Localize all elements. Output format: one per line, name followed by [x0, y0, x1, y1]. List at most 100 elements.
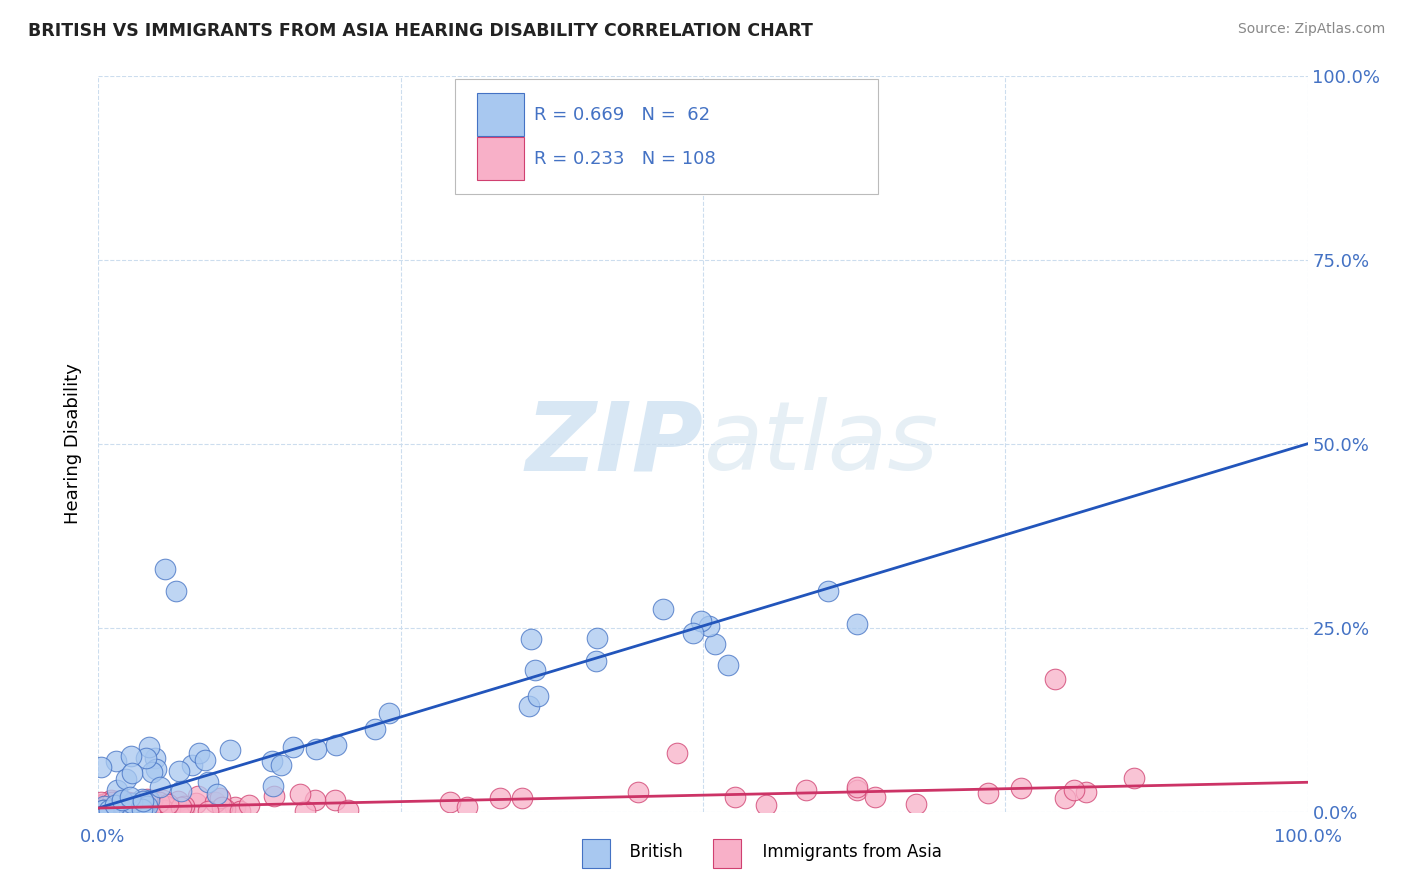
Point: [117, 804, 139, 818]
Point: [114, 772, 136, 787]
Point: [124, 796, 146, 810]
Point: [205, 787, 228, 801]
Text: R = 0.669   N =  62: R = 0.669 N = 62: [534, 106, 710, 124]
Point: [114, 796, 136, 810]
Point: [526, 689, 548, 703]
Point: [110, 804, 132, 818]
Point: [904, 797, 927, 811]
Point: [104, 797, 127, 811]
Text: Source: ZipAtlas.com: Source: ZipAtlas.com: [1237, 22, 1385, 37]
Text: R = 0.233   N = 108: R = 0.233 N = 108: [534, 150, 716, 168]
Point: [97, 804, 120, 818]
Point: [90, 804, 112, 818]
Point: [337, 803, 360, 817]
Point: [145, 762, 167, 776]
Point: [519, 632, 541, 647]
FancyBboxPatch shape: [456, 79, 879, 194]
Point: [229, 804, 252, 818]
Point: [131, 804, 153, 818]
Point: [97, 804, 120, 818]
Point: [131, 798, 153, 813]
Point: [863, 790, 886, 805]
Point: [846, 782, 869, 797]
Point: [107, 783, 129, 797]
Point: [170, 784, 193, 798]
Point: [197, 774, 219, 789]
Point: [262, 754, 284, 768]
Point: [817, 583, 839, 598]
Point: [132, 794, 155, 808]
Point: [90, 803, 112, 817]
Point: [131, 802, 153, 816]
Point: [270, 758, 292, 772]
Point: [846, 616, 869, 631]
Point: [93, 803, 115, 817]
Point: [305, 742, 328, 756]
Point: [121, 748, 143, 763]
Point: [238, 797, 260, 812]
Point: [131, 804, 153, 818]
Point: [114, 804, 136, 818]
FancyBboxPatch shape: [477, 93, 524, 136]
Point: [794, 783, 817, 797]
Text: BRITISH VS IMMIGRANTS FROM ASIA HEARING DISABILITY CORRELATION CHART: BRITISH VS IMMIGRANTS FROM ASIA HEARING …: [28, 22, 813, 40]
Point: [153, 562, 176, 576]
Point: [103, 802, 125, 816]
Point: [148, 795, 170, 809]
Point: [103, 804, 125, 818]
Point: [134, 751, 156, 765]
Point: [117, 795, 139, 809]
Point: [1063, 783, 1085, 797]
Text: atlas: atlas: [703, 397, 938, 491]
Point: [122, 803, 145, 817]
Point: [208, 791, 231, 805]
Text: ZIP: ZIP: [524, 397, 703, 491]
Point: [152, 793, 174, 807]
Point: [129, 803, 152, 817]
Point: [94, 798, 117, 813]
Point: [173, 799, 195, 814]
Point: [93, 801, 115, 815]
Point: [262, 779, 284, 793]
Point: [104, 797, 127, 812]
Y-axis label: Hearing Disability: Hearing Disability: [65, 363, 83, 524]
Point: [93, 799, 115, 814]
Point: [1074, 785, 1097, 799]
Point: [156, 797, 179, 811]
Point: [524, 663, 547, 677]
Point: [139, 804, 162, 818]
Point: [124, 797, 146, 812]
Point: [364, 723, 387, 737]
Point: [689, 614, 711, 628]
Point: [697, 619, 720, 633]
Point: [90, 804, 112, 818]
Point: [173, 803, 195, 817]
Point: [108, 799, 131, 814]
Point: [110, 794, 132, 808]
Point: [1010, 781, 1032, 796]
Point: [108, 801, 131, 815]
Point: [134, 803, 156, 817]
Point: [90, 759, 112, 773]
Point: [105, 794, 128, 808]
Point: [219, 743, 242, 757]
Point: [167, 794, 190, 808]
Point: [149, 780, 172, 795]
Point: [138, 801, 160, 815]
Point: [510, 791, 533, 805]
Point: [111, 802, 134, 816]
Point: [224, 800, 246, 814]
Point: [103, 801, 125, 815]
Point: [180, 758, 202, 772]
Point: [304, 793, 326, 807]
Point: [211, 799, 233, 814]
Point: [141, 800, 163, 814]
Point: [90, 802, 112, 816]
Point: [977, 786, 1000, 800]
Point: [96, 804, 118, 818]
Point: [665, 746, 688, 760]
Point: [165, 584, 187, 599]
Point: [378, 706, 401, 720]
Point: [141, 765, 163, 780]
Point: [91, 797, 114, 811]
